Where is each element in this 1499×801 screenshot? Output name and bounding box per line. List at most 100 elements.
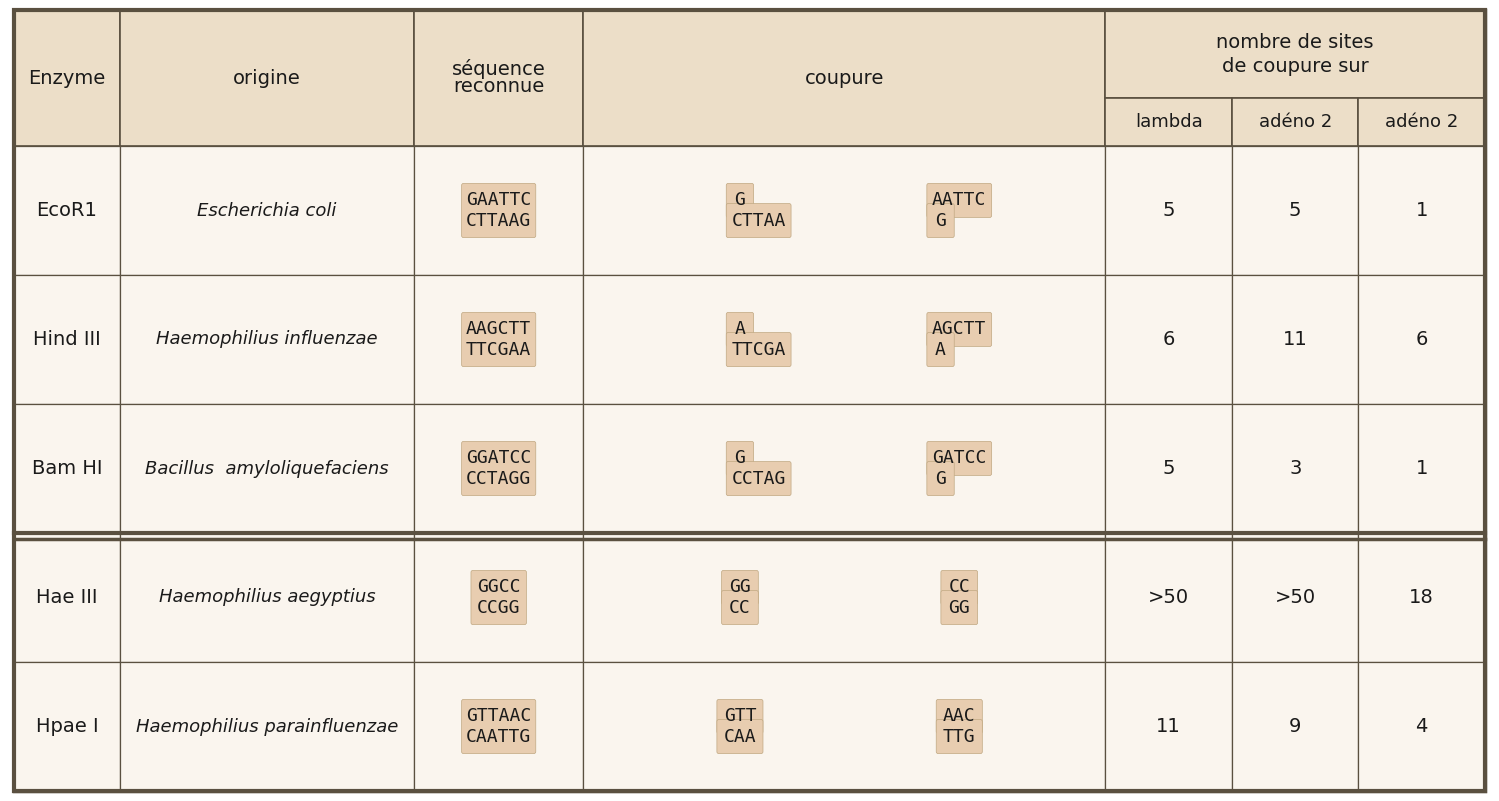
Text: séquence: séquence bbox=[451, 59, 546, 79]
Text: GG: GG bbox=[729, 578, 751, 597]
Text: nombre de sites: nombre de sites bbox=[1217, 33, 1375, 51]
Bar bbox=[1232, 98, 1358, 146]
FancyBboxPatch shape bbox=[926, 203, 955, 238]
Text: G: G bbox=[735, 191, 745, 209]
FancyBboxPatch shape bbox=[726, 312, 754, 347]
Text: TTCGAA: TTCGAA bbox=[466, 340, 531, 359]
Text: Haemophilius parainfluenzae: Haemophilius parainfluenzae bbox=[136, 718, 399, 735]
FancyBboxPatch shape bbox=[717, 699, 763, 734]
Text: G: G bbox=[935, 469, 946, 488]
FancyBboxPatch shape bbox=[726, 461, 791, 496]
Bar bbox=[1358, 275, 1486, 404]
Text: reconnue: reconnue bbox=[453, 78, 544, 96]
Text: 9: 9 bbox=[1289, 717, 1301, 736]
FancyBboxPatch shape bbox=[726, 203, 791, 238]
Bar bbox=[1232, 404, 1358, 533]
FancyBboxPatch shape bbox=[926, 312, 992, 347]
FancyBboxPatch shape bbox=[721, 570, 758, 605]
Text: CCTAG: CCTAG bbox=[732, 469, 785, 488]
Bar bbox=[120, 533, 414, 662]
FancyBboxPatch shape bbox=[717, 719, 763, 754]
Bar bbox=[414, 533, 583, 662]
FancyBboxPatch shape bbox=[941, 590, 977, 625]
Bar bbox=[120, 146, 414, 275]
FancyBboxPatch shape bbox=[462, 312, 535, 367]
Text: 3: 3 bbox=[1289, 459, 1301, 478]
Text: CC: CC bbox=[729, 598, 751, 617]
FancyBboxPatch shape bbox=[926, 441, 992, 476]
Text: Hpae I: Hpae I bbox=[36, 717, 99, 736]
Text: CAATTG: CAATTG bbox=[466, 727, 531, 746]
Text: GATCC: GATCC bbox=[932, 449, 986, 468]
Bar bbox=[1105, 533, 1232, 662]
Text: >50: >50 bbox=[1274, 588, 1316, 607]
Text: Haemophilius influenzae: Haemophilius influenzae bbox=[156, 331, 378, 348]
Text: >50: >50 bbox=[1148, 588, 1189, 607]
Text: de coupure sur: de coupure sur bbox=[1222, 57, 1369, 75]
Bar bbox=[414, 146, 583, 275]
Bar bbox=[1105, 98, 1232, 146]
Text: AAGCTT: AAGCTT bbox=[466, 320, 531, 339]
Text: Bam HI: Bam HI bbox=[31, 459, 102, 478]
FancyBboxPatch shape bbox=[926, 183, 992, 218]
Text: G: G bbox=[935, 211, 946, 230]
Bar bbox=[414, 10, 583, 146]
Text: 5: 5 bbox=[1289, 201, 1301, 220]
Text: Escherichia coli: Escherichia coli bbox=[198, 202, 337, 219]
Bar bbox=[13, 146, 120, 275]
Text: CC: CC bbox=[949, 578, 970, 597]
FancyBboxPatch shape bbox=[937, 719, 982, 754]
Text: CCGG: CCGG bbox=[477, 598, 520, 617]
Bar bbox=[1105, 275, 1232, 404]
FancyBboxPatch shape bbox=[462, 699, 535, 754]
Bar bbox=[583, 404, 1105, 533]
Text: 5: 5 bbox=[1163, 201, 1175, 220]
Text: CCTAGG: CCTAGG bbox=[466, 469, 531, 488]
Bar bbox=[1358, 533, 1486, 662]
Bar bbox=[1105, 662, 1232, 791]
Text: 18: 18 bbox=[1409, 588, 1435, 607]
Bar bbox=[13, 275, 120, 404]
Bar bbox=[583, 10, 1105, 146]
FancyBboxPatch shape bbox=[462, 441, 535, 496]
Bar bbox=[583, 533, 1105, 662]
FancyBboxPatch shape bbox=[926, 461, 955, 496]
Text: origine: origine bbox=[234, 69, 301, 87]
Text: AGCTT: AGCTT bbox=[932, 320, 986, 339]
Bar bbox=[1358, 662, 1486, 791]
Text: CTTAAG: CTTAAG bbox=[466, 211, 531, 230]
Text: 1: 1 bbox=[1415, 459, 1429, 478]
FancyBboxPatch shape bbox=[937, 699, 982, 734]
Text: Haemophilius aegyptius: Haemophilius aegyptius bbox=[159, 589, 375, 606]
Text: GTTAAC: GTTAAC bbox=[466, 707, 531, 726]
Text: adéno 2: adéno 2 bbox=[1259, 113, 1333, 131]
Text: Hind III: Hind III bbox=[33, 330, 100, 349]
Text: 11: 11 bbox=[1156, 717, 1181, 736]
Bar bbox=[1105, 10, 1486, 98]
Text: A: A bbox=[935, 340, 946, 359]
Text: 6: 6 bbox=[1415, 330, 1429, 349]
Bar bbox=[1358, 404, 1486, 533]
FancyBboxPatch shape bbox=[471, 570, 526, 625]
Text: lambda: lambda bbox=[1135, 113, 1202, 131]
Bar bbox=[1232, 275, 1358, 404]
Text: 5: 5 bbox=[1163, 459, 1175, 478]
FancyBboxPatch shape bbox=[726, 332, 791, 367]
Text: GG: GG bbox=[949, 598, 970, 617]
Bar bbox=[583, 662, 1105, 791]
Text: adéno 2: adéno 2 bbox=[1385, 113, 1459, 131]
Text: 4: 4 bbox=[1415, 717, 1429, 736]
Text: AAC: AAC bbox=[943, 707, 976, 726]
Text: Bacillus  amyloliquefaciens: Bacillus amyloliquefaciens bbox=[145, 460, 388, 477]
Text: Enzyme: Enzyme bbox=[28, 69, 105, 87]
Bar bbox=[414, 404, 583, 533]
Bar bbox=[583, 275, 1105, 404]
Bar bbox=[1232, 146, 1358, 275]
Text: TTCGA: TTCGA bbox=[732, 340, 785, 359]
Text: Hae III: Hae III bbox=[36, 588, 97, 607]
Text: 1: 1 bbox=[1415, 201, 1429, 220]
Text: 11: 11 bbox=[1283, 330, 1307, 349]
Bar bbox=[1105, 146, 1232, 275]
Text: GTT: GTT bbox=[724, 707, 757, 726]
Bar bbox=[1105, 404, 1232, 533]
